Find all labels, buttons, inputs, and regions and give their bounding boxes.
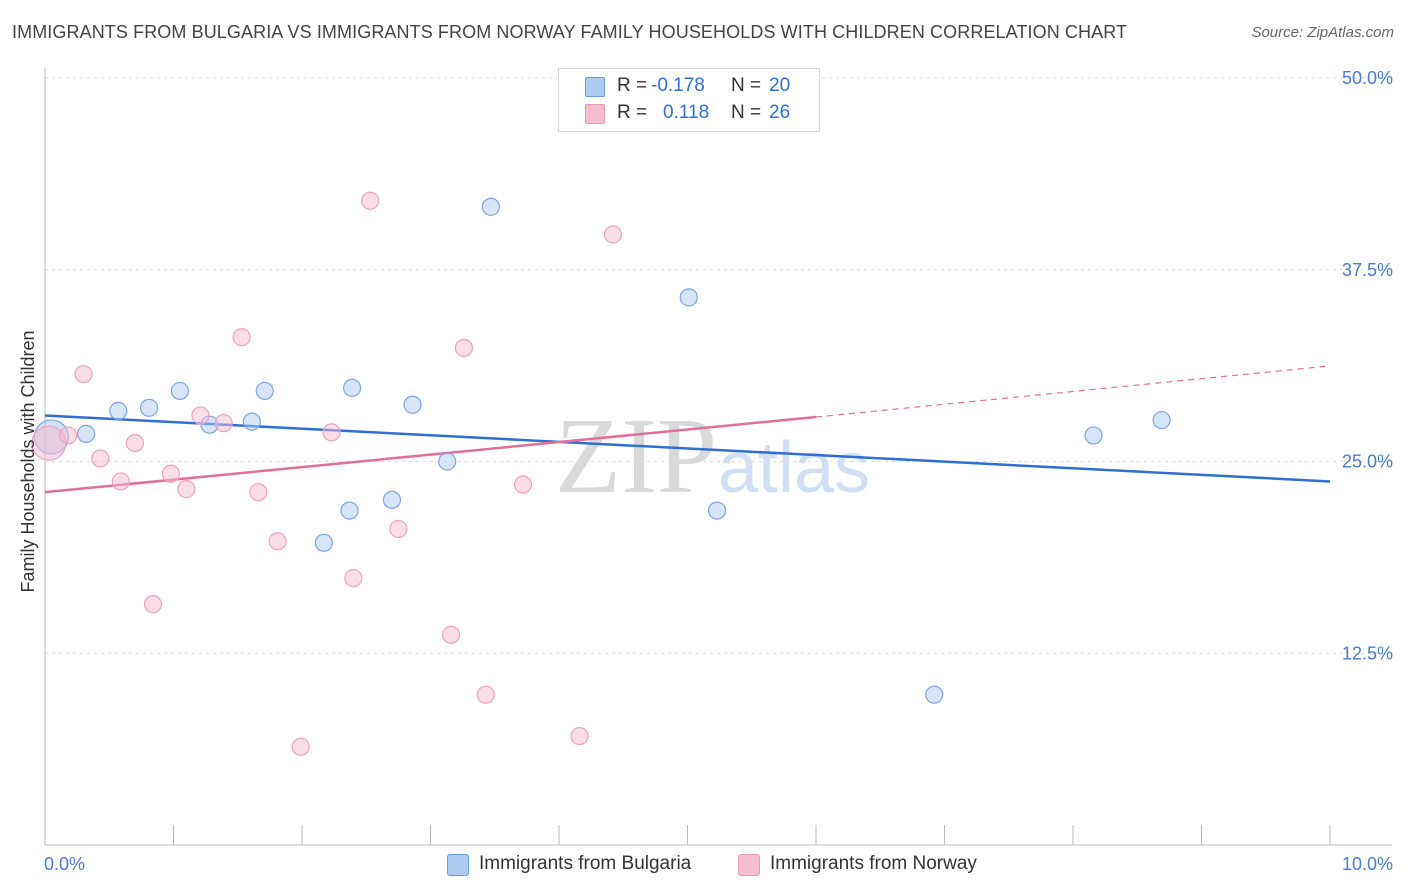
point-bulgaria [139,398,159,417]
point-norway [232,328,251,347]
legend-n-label: N = [731,102,762,123]
point-bulgaria [403,395,422,414]
x-tick-label: 10.0% [1342,854,1393,874]
data-points [31,91,1171,756]
point-bulgaria [340,501,359,520]
y-tick-label: 37.5% [1342,260,1393,280]
point-bulgaria [314,533,333,552]
tick-labels: 12.5% 25.0% 37.5% 50.0% 0.0% 10.0% [44,68,1393,874]
legend-swatch-bulgaria [585,77,605,97]
watermark-zip: ZIP [555,397,717,516]
point-bulgaria [925,685,944,704]
point-norway [143,595,163,614]
point-bulgaria [679,288,698,307]
legend-n-label: N = [731,75,762,96]
point-norway [454,338,474,358]
y-tick-label: 12.5% [1342,643,1393,663]
point-norway [249,483,268,502]
point-norway [125,433,145,453]
y-tick-label: 50.0% [1342,68,1393,88]
watermark-atlas: atlas [718,428,870,508]
point-bulgaria [255,381,274,401]
point-bulgaria [438,452,457,471]
legend-r-label: R = [617,102,648,123]
point-norway [214,414,233,433]
point-norway [91,449,110,468]
point-bulgaria [109,401,128,420]
point-norway [344,568,363,588]
point-norway [111,472,130,491]
legend-r-value: -0.178 [651,75,705,96]
y-tick-label: 25.0% [1342,452,1393,472]
point-norway [268,532,287,551]
legend-r-value: 0.118 [663,102,710,123]
legend-r-label: R = [617,75,648,96]
point-norway [161,464,181,483]
point-norway [441,625,461,644]
point-norway [191,406,210,425]
correlation-legend: R = -0.178 N = 20 R = 0.118 N = 26 [558,68,820,132]
legend-label-norway: Immigrants from Norway [770,853,977,874]
point-bulgaria [481,197,500,216]
legend-n-value: 20 [769,75,791,96]
point-bulgaria [382,490,402,509]
legend-n-value: 26 [769,102,791,123]
point-norway [177,480,196,499]
point-norway [570,726,589,746]
point-bulgaria [77,424,96,443]
point-norway [291,737,310,756]
source-label: Source: ZipAtlas.com [1251,24,1394,41]
legend-swatch-bulgaria [447,854,469,876]
point-bulgaria [1084,426,1103,445]
series-legend: Immigrants from Bulgaria Immigrants from… [0,852,1406,878]
legend-swatch-norway [585,104,605,124]
point-norway [74,364,93,384]
point-norway [513,475,533,494]
trend-line-norway-extension [815,365,1326,418]
point-norway [361,191,380,210]
legend-label-bulgaria: Immigrants from Bulgaria [479,853,692,874]
point-bulgaria [707,501,727,520]
point-bulgaria [170,381,190,401]
point-bulgaria [242,412,261,431]
point-norway [389,519,408,539]
point-norway [322,423,341,442]
point-bulgaria [1152,410,1171,430]
x-tick-label: 0.0% [44,854,85,874]
legend-swatch-norway [738,854,760,876]
y-axis-label: Family Households with Children [18,330,38,592]
chart-title: IMMIGRANTS FROM BULGARIA VS IMMIGRANTS F… [12,22,1128,42]
point-norway [603,225,623,244]
point-bulgaria [343,378,362,397]
point-norway [59,426,78,445]
gridlines [45,77,1392,654]
point-norway [476,685,495,704]
